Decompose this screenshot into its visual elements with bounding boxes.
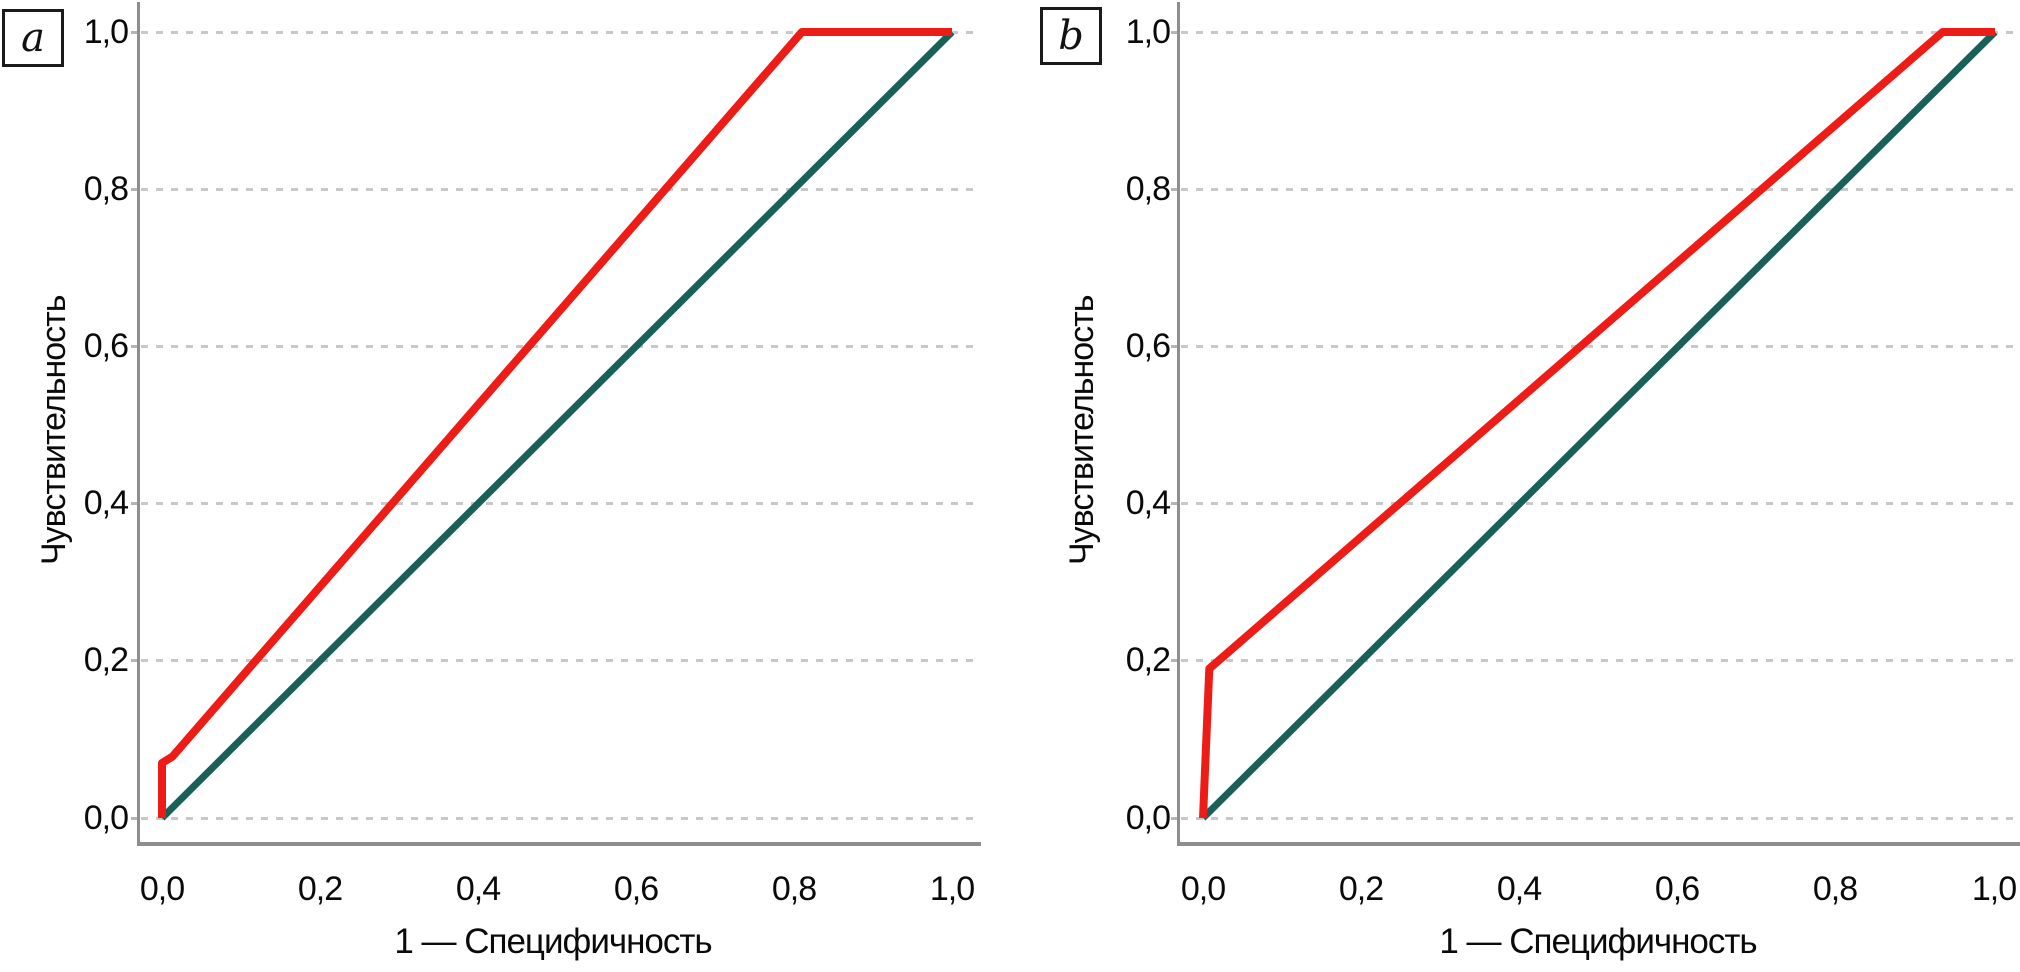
reference-diagonal-a (159, 29, 955, 821)
y-tick-label: 0,4 (83, 484, 129, 522)
x-axis-title-a: 1 — Специфичность (394, 922, 712, 961)
gridline-b-0.6 (1181, 345, 2015, 348)
y-tick-b (1171, 188, 1178, 191)
gridline-b-0.0 (1181, 817, 2015, 820)
y-tick-label: 1,0 (83, 13, 129, 51)
y-tick-a (131, 659, 138, 662)
x-tick-label: 0,0 (1180, 870, 1226, 908)
y-tick-b (1171, 659, 1178, 662)
y-axis-line-a (137, 2, 140, 844)
y-tick-label: 0,4 (1125, 484, 1171, 522)
y-tick-label: 0,0 (1125, 799, 1171, 837)
x-tick-label: 0,8 (771, 870, 817, 908)
roc-plot-b (1199, 28, 1998, 821)
y-tick-a (131, 31, 138, 34)
panel-letter: b (1058, 13, 1084, 59)
y-tick-label: 0,8 (1125, 170, 1171, 208)
gridline-a-0.4 (141, 502, 975, 505)
panel-label-a: a (2, 9, 64, 67)
y-tick-label: 0,6 (1125, 327, 1171, 365)
gridline-b-1.0 (1181, 31, 2015, 34)
panel-letter: a (21, 15, 45, 61)
gridline-a-1.0 (141, 31, 975, 34)
gridline-a-0.8 (141, 188, 975, 191)
y-axis-line-b (1177, 2, 1180, 844)
y-tick-label: 0,6 (83, 327, 129, 365)
y-tick-b (1171, 31, 1178, 34)
y-tick-a (131, 817, 138, 820)
x-tick-label: 0,0 (139, 870, 185, 908)
roc-plot-a (158, 28, 955, 821)
y-tick-label: 0,2 (1125, 641, 1171, 679)
x-tick-label: 0,8 (1812, 870, 1858, 908)
y-tick-b (1171, 345, 1178, 348)
x-tick-label: 0,6 (613, 870, 659, 908)
y-tick-label: 1,0 (1125, 13, 1171, 51)
gridline-a-0.2 (141, 659, 975, 662)
gridline-a-0.6 (141, 345, 975, 348)
x-tick-label: 0,2 (1338, 870, 1384, 908)
x-tick-label: 1,0 (929, 870, 975, 908)
y-tick-label: 0,8 (83, 170, 129, 208)
x-axis-title-b: 1 — Специфичность (1439, 922, 1757, 961)
gridline-a-0.0 (141, 817, 975, 820)
x-tick-label: 0,6 (1654, 870, 1700, 908)
y-tick-label: 0,2 (83, 641, 129, 679)
y-tick-a (131, 188, 138, 191)
y-tick-label: 0,0 (83, 799, 129, 837)
x-axis-line-a (137, 842, 981, 846)
gridline-b-0.8 (1181, 188, 2015, 191)
panel-label-b: b (1040, 7, 1102, 65)
roc-curve-a (158, 28, 952, 818)
y-tick-b (1171, 817, 1178, 820)
y-axis-title-b: Чувствительность (1063, 295, 1101, 565)
gridline-b-0.2 (1181, 659, 2015, 662)
reference-diagonal-b (1200, 29, 1998, 821)
y-tick-a (131, 345, 138, 348)
y-tick-b (1171, 502, 1178, 505)
x-tick-label: 0,4 (1496, 870, 1542, 908)
gridline-b-0.4 (1181, 502, 2015, 505)
y-tick-a (131, 502, 138, 505)
roc-curve-b (1199, 28, 1995, 819)
x-tick-label: 0,2 (297, 870, 343, 908)
x-tick-label: 1,0 (1971, 870, 2017, 908)
y-axis-title-a: Чувствительность (35, 295, 73, 565)
x-axis-line-b (1177, 842, 2020, 846)
x-tick-label: 0,4 (455, 870, 501, 908)
